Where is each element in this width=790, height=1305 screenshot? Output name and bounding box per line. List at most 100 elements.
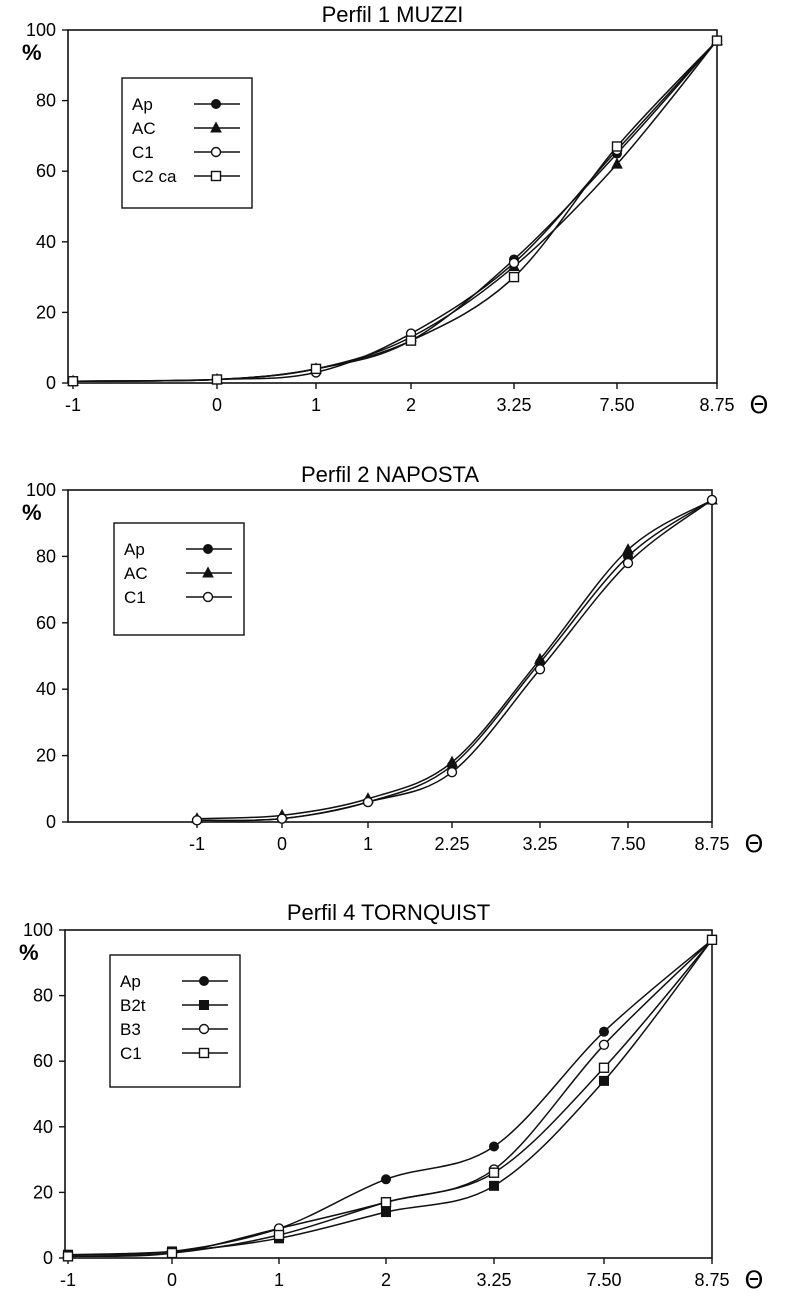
x-tick-label: -1 xyxy=(65,395,81,415)
data-point-ac xyxy=(534,652,546,664)
data-point-ap xyxy=(489,1141,499,1152)
data-point-c1 xyxy=(598,1062,610,1073)
chart-title: Perfil 4 TORNQUIST xyxy=(287,900,490,925)
y-tick-label: 20 xyxy=(36,302,56,322)
data-point-c1 xyxy=(534,664,546,675)
data-point-c1 xyxy=(362,796,374,808)
x-tick-label: 3.25 xyxy=(476,1270,511,1290)
legend-label: C2 ca xyxy=(132,167,177,186)
y-axis-label: % xyxy=(22,500,42,525)
legend: Ap AC C1 C2 ca xyxy=(121,77,253,209)
data-point-c2-ca xyxy=(310,363,322,375)
data-point-c1 xyxy=(488,1167,500,1178)
y-tick-label: 100 xyxy=(26,20,56,40)
data-point-c1 xyxy=(380,1197,392,1208)
legend: Ap AC C1 xyxy=(113,522,245,636)
data-point-ac xyxy=(446,755,458,767)
legend-marker xyxy=(198,1023,210,1035)
legend-marker xyxy=(202,566,214,578)
y-tick-label: 60 xyxy=(36,613,56,633)
x-tick-label: 8.75 xyxy=(699,395,734,415)
x-tick-label: 7.50 xyxy=(610,834,645,854)
chart-panel-3: Perfil 4 TORNQUIST% 0 20 40 60 80 100 -1 0 1 2 3.25… xyxy=(19,900,763,1294)
y-tick-label: 20 xyxy=(36,746,56,766)
x-tick-label: 1 xyxy=(274,1270,284,1290)
y-tick-label: 60 xyxy=(36,161,56,181)
x-axis-label: Θ xyxy=(750,391,769,419)
y-tick-label: 60 xyxy=(33,1051,53,1071)
data-point-b3 xyxy=(598,1039,610,1051)
x-tick-label: 3.25 xyxy=(522,834,557,854)
legend-box xyxy=(109,954,241,1088)
legend-label: Ap xyxy=(132,95,153,114)
x-tick-label: 7.50 xyxy=(586,1270,621,1290)
data-point-c2-ca xyxy=(508,271,520,283)
legend-label: AC xyxy=(124,564,148,583)
legend-marker xyxy=(210,146,222,158)
data-point-c1 xyxy=(166,1247,178,1259)
legend-marker xyxy=(210,170,222,182)
y-tick-label: 20 xyxy=(33,1182,53,1202)
legend-label: AC xyxy=(132,119,156,138)
data-point-ap xyxy=(599,1026,609,1037)
data-point-b2t xyxy=(489,1180,499,1191)
data-point-c1 xyxy=(446,767,458,778)
y-tick-label: 40 xyxy=(36,679,56,699)
x-tick-label: 1 xyxy=(311,395,321,415)
y-tick-label: 0 xyxy=(43,1248,53,1268)
data-point-c2-ca xyxy=(211,374,223,385)
data-point-c1 xyxy=(273,1229,285,1241)
data-point-ac xyxy=(611,157,623,169)
x-tick-label: 8.75 xyxy=(694,1270,729,1290)
legend-marker xyxy=(210,121,222,133)
legend-label: C1 xyxy=(124,588,146,607)
legend: Ap B2t B3 C1 xyxy=(109,954,241,1088)
legend-marker xyxy=(203,544,213,554)
x-axis-label: Θ xyxy=(745,830,764,858)
legend-label: Ap xyxy=(120,972,141,991)
legend-label: B2t xyxy=(120,996,146,1015)
y-tick-label: 0 xyxy=(46,812,56,832)
x-tick-label: 3.25 xyxy=(496,395,531,415)
data-point-c2-ca xyxy=(67,376,79,387)
chart-title: Perfil 1 MUZZI xyxy=(322,2,464,27)
chart-panel-1: Perfil 1 MUZZI% 0 20 40 60 80 100 -1 0 1 2 3.25 7.50… xyxy=(22,2,768,419)
data-point-c1 xyxy=(706,934,718,946)
x-tick-label: 0 xyxy=(167,1270,177,1290)
x-axis-label: Θ xyxy=(745,1266,764,1294)
data-point-c1 xyxy=(276,813,288,824)
data-point-c2-ca xyxy=(611,141,623,152)
legend-marker xyxy=(199,976,209,986)
legend-label: Ap xyxy=(124,540,145,559)
x-tick-label: 2 xyxy=(406,395,416,415)
x-tick-label: -1 xyxy=(189,834,205,854)
x-tick-label: 2 xyxy=(381,1270,391,1290)
plot-frame xyxy=(67,489,713,823)
x-tick-label: 2.25 xyxy=(434,834,469,854)
x-tick-label: 1 xyxy=(363,834,373,854)
x-tick-label: -1 xyxy=(60,1270,76,1290)
plot-frame xyxy=(67,29,718,384)
data-point-b2t xyxy=(381,1207,391,1218)
data-point-c1 xyxy=(706,494,718,506)
chart-title: Perfil 2 NAPOSTA xyxy=(301,462,479,487)
data-point-c1 xyxy=(622,557,634,569)
y-tick-label: 100 xyxy=(23,920,53,940)
y-tick-label: 80 xyxy=(33,986,53,1006)
y-tick-label: 0 xyxy=(46,373,56,393)
legend-marker xyxy=(202,591,214,603)
x-tick-label: 7.50 xyxy=(599,395,634,415)
legend-label: C1 xyxy=(120,1044,142,1063)
legend-box xyxy=(121,77,253,209)
data-point-c1 xyxy=(191,815,203,826)
data-point-b2t xyxy=(599,1075,609,1086)
chart-panel-2: Perfil 2 NAPOSTA% 0 20 40 60 80 100 -1 0 1 2.25 3.2… xyxy=(22,462,763,858)
legend-label: B3 xyxy=(120,1020,141,1039)
x-tick-label: 0 xyxy=(212,395,222,415)
y-tick-label: 80 xyxy=(36,91,56,111)
y-tick-label: 40 xyxy=(33,1117,53,1137)
y-tick-label: 40 xyxy=(36,232,56,252)
y-tick-label: 100 xyxy=(26,480,56,500)
legend-marker xyxy=(199,1000,209,1010)
